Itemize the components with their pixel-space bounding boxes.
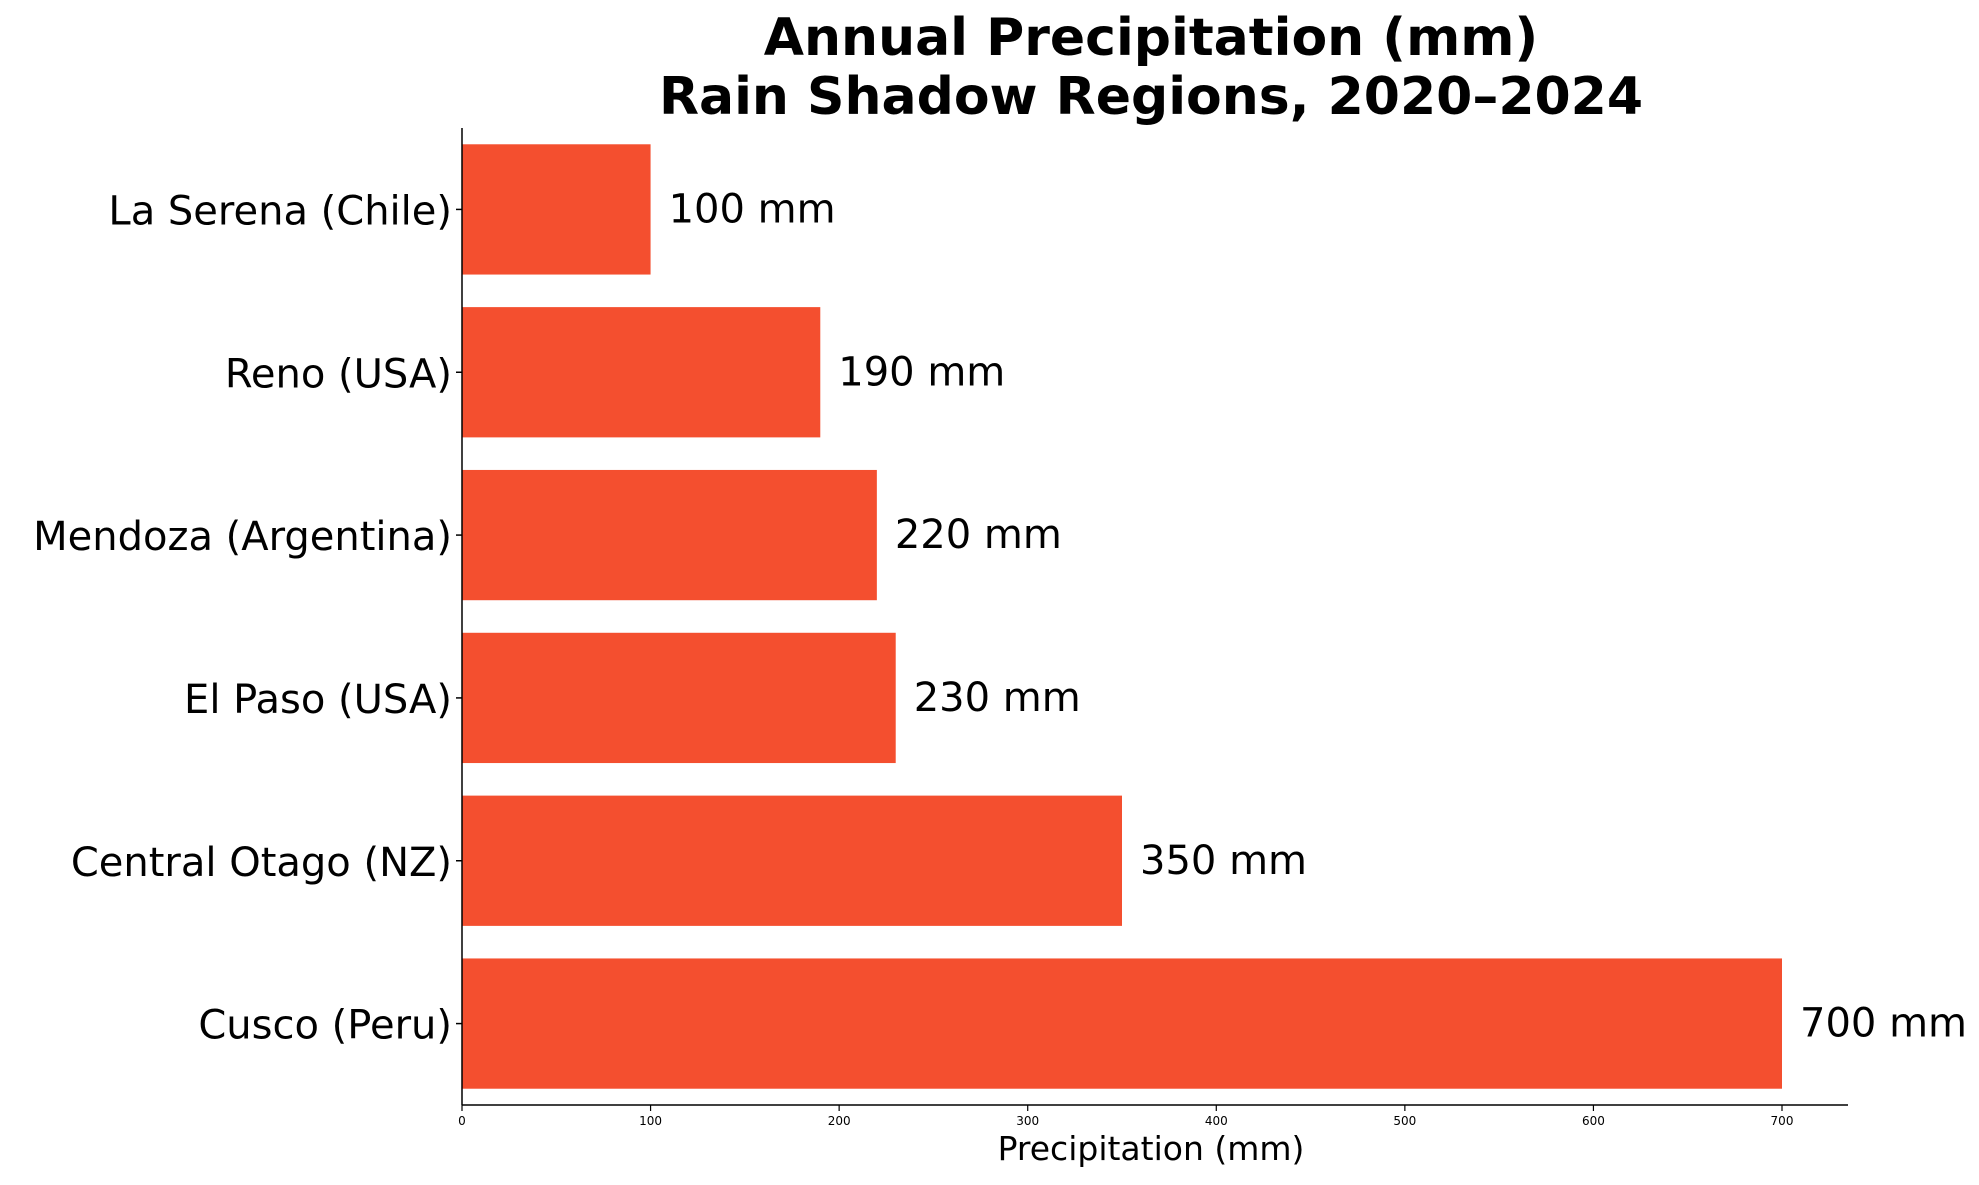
y-tick-label: Mendoza (Argentina) <box>33 514 452 560</box>
bar <box>462 632 896 764</box>
bars-layer: 100 mm 190 mm 220 mm 230 mm 350 mm 700 mm <box>462 144 1967 1089</box>
chart-title: Annual Precipitation (mm) <box>764 8 1538 68</box>
bar <box>462 795 1122 926</box>
bar <box>462 958 1782 1089</box>
data-label: 190 mm <box>838 349 1005 395</box>
data-label: 230 mm <box>914 675 1081 721</box>
data-label: 700 mm <box>1800 1001 1967 1047</box>
axes-layer: La Serena (Chile) Reno (USA) Mendoza (Arge… <box>33 128 1848 1128</box>
x-tick-label: 700 <box>1771 1114 1794 1128</box>
bar <box>462 144 651 275</box>
y-tick-label: La Serena (Chile) <box>108 188 452 234</box>
x-tick-label: 100 <box>639 1114 662 1128</box>
chart-subtitle: Rain Shadow Regions, 2020–2024 <box>659 67 1643 127</box>
y-tick-label: Central Otago (NZ) <box>71 840 452 886</box>
x-axis-title: Precipitation (mm) <box>998 1129 1305 1168</box>
x-tick-label: 200 <box>828 1114 851 1128</box>
y-tick-label: Reno (USA) <box>225 351 452 397</box>
x-tick-label: 0 <box>458 1114 466 1128</box>
x-tick-label: 600 <box>1582 1114 1605 1128</box>
data-label: 220 mm <box>895 512 1062 558</box>
bar <box>462 469 877 601</box>
bar <box>462 307 821 438</box>
y-tick-label: El Paso (USA) <box>184 677 452 723</box>
x-tick-label: 300 <box>1016 1114 1039 1128</box>
data-label: 100 mm <box>669 186 836 232</box>
y-tick-label: Cusco (Peru) <box>198 1003 452 1049</box>
x-tick-label: 500 <box>1393 1114 1416 1128</box>
x-tick-label: 400 <box>1205 1114 1228 1128</box>
data-label: 350 mm <box>1140 838 1307 884</box>
